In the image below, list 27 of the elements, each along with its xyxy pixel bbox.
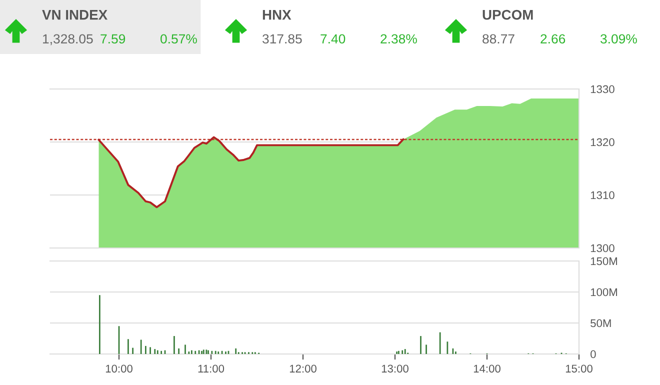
text: 7.59 bbox=[100, 34, 126, 44]
y-tick-label: 0 bbox=[590, 350, 596, 358]
x-tick-label: 10:00 bbox=[106, 364, 132, 373]
text: UPCOM bbox=[482, 10, 533, 20]
y-tick-label: 1310 bbox=[590, 191, 614, 200]
text: 88.77 bbox=[482, 34, 514, 44]
text: HNX bbox=[262, 10, 292, 20]
y-tick-label: 1330 bbox=[590, 85, 614, 94]
y-tick-label: 100M bbox=[590, 288, 617, 296]
y-tick-label: 1320 bbox=[590, 138, 614, 146]
text: 3.09% bbox=[600, 34, 637, 44]
line-series bbox=[98, 136, 404, 208]
text: 1,328.05 bbox=[43, 34, 93, 46]
x-tick-label: 13:00 bbox=[382, 364, 408, 373]
x-tick-label: 12:00 bbox=[290, 364, 316, 373]
text: 317.85 bbox=[262, 34, 302, 44]
x-tick-label: 15:00 bbox=[566, 364, 592, 373]
text: 2.38% bbox=[380, 34, 417, 44]
y-tick-label: 150M bbox=[590, 257, 617, 266]
y-tick-label: 1300 bbox=[590, 244, 614, 252]
x-tick-label: 11:00 bbox=[198, 364, 224, 373]
text: VN INDEX bbox=[42, 10, 108, 20]
x-tick-label: 14:00 bbox=[474, 364, 500, 373]
text: 2.66 bbox=[540, 34, 566, 44]
text: 0.57% bbox=[160, 34, 197, 44]
y-tick-label: 50M bbox=[590, 319, 611, 328]
text: 7.40 bbox=[320, 34, 346, 44]
